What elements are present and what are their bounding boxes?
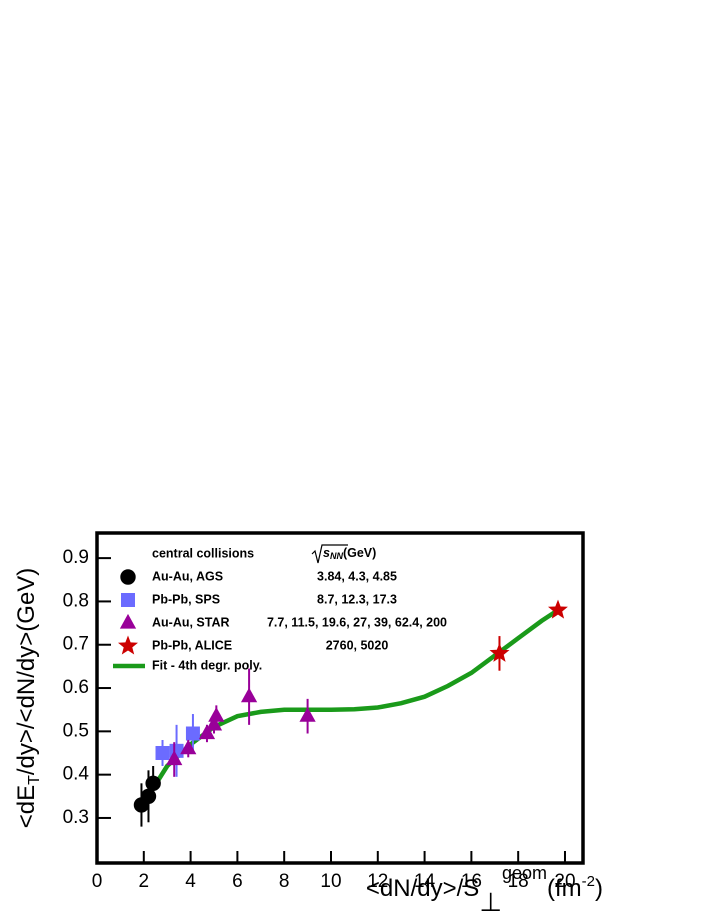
marker bbox=[118, 635, 138, 655]
marker bbox=[205, 715, 223, 731]
x-axis-label: <dN/dy>/S⊥geom(fm-2) bbox=[366, 863, 603, 913]
marker bbox=[185, 726, 200, 741]
x-tick-label: 14 bbox=[414, 871, 436, 892]
marker bbox=[155, 746, 170, 760]
marker bbox=[166, 750, 183, 766]
marker bbox=[548, 599, 568, 619]
y-tick-label: 0.8 bbox=[63, 590, 89, 611]
x-axis-label-part: geom bbox=[502, 863, 547, 883]
legend-label: Au-Au, STAR bbox=[152, 615, 230, 629]
y-axis-label-part: T bbox=[26, 775, 43, 785]
legend-energies: 8.7, 12.3, 17.3 bbox=[317, 592, 397, 606]
x-tick-label: 0 bbox=[92, 871, 103, 892]
y-axis-label-part: <dE bbox=[13, 785, 40, 828]
sqrt-sign bbox=[311, 544, 348, 564]
legend-energies: 7.7, 11.5, 19.6, 27, 39, 62.4, 200 bbox=[267, 615, 447, 629]
y-tick-label: 0.7 bbox=[63, 634, 89, 655]
x-tick-label: 2 bbox=[139, 871, 150, 892]
plot-frame bbox=[95, 531, 585, 865]
x-tick-label: 20 bbox=[554, 871, 575, 892]
marker bbox=[240, 687, 258, 703]
x-tick-label: 16 bbox=[461, 871, 482, 892]
marker bbox=[198, 724, 216, 740]
legend-label: Fit - 4th degr. poly. bbox=[152, 658, 262, 672]
energy-header-part: NN bbox=[330, 551, 343, 561]
x-tick-label: 12 bbox=[367, 871, 388, 892]
y-tick-label: 0.6 bbox=[63, 677, 89, 698]
x-axis-label-part: ) bbox=[595, 875, 603, 902]
marker bbox=[145, 775, 161, 792]
y-axis-label: <dET/dy>/<dN/dy>(GeV) bbox=[13, 568, 43, 829]
legend-header: central collisions bbox=[152, 546, 254, 560]
y-tick-label: 0.4 bbox=[63, 764, 90, 785]
y-tick-label: 0.3 bbox=[63, 807, 89, 828]
marker bbox=[121, 593, 135, 607]
marker bbox=[119, 613, 137, 629]
y-tick-label: 0.5 bbox=[63, 720, 89, 741]
energy-header-part: s bbox=[323, 546, 330, 560]
legend-label: Au-Au, AGS bbox=[152, 569, 223, 583]
x-tick-label: 8 bbox=[279, 871, 290, 892]
x-axis-label-part: ⊥ bbox=[479, 887, 502, 913]
y-axis-label-part: /dy>/<dN/dy>(GeV) bbox=[13, 568, 40, 775]
x-axis-label-part: -2 bbox=[582, 873, 595, 890]
x-tick-label: 18 bbox=[508, 871, 529, 892]
marker bbox=[120, 569, 136, 585]
x-tick-label: 6 bbox=[232, 871, 243, 892]
legend-energies: 2760, 5020 bbox=[326, 638, 389, 652]
marker bbox=[489, 642, 510, 662]
x-tick-label: 10 bbox=[320, 871, 341, 892]
x-axis-label-part: (fm bbox=[547, 875, 582, 902]
energy-header-part: (GeV) bbox=[343, 546, 376, 560]
x-tick-label: 4 bbox=[185, 871, 196, 892]
energy-header: sNN(GeV) bbox=[323, 546, 376, 561]
legend-label: Pb-Pb, ALICE bbox=[152, 638, 232, 652]
legend-label: Pb-Pb, SPS bbox=[152, 592, 220, 606]
marker bbox=[299, 707, 316, 722]
y-tick-label: 0.9 bbox=[63, 547, 89, 568]
marker bbox=[208, 707, 225, 722]
x-axis-label-part: <dN/dy>/S bbox=[366, 875, 479, 902]
marker bbox=[180, 739, 197, 755]
legend-energies: 3.84, 4.3, 4.85 bbox=[317, 569, 397, 583]
